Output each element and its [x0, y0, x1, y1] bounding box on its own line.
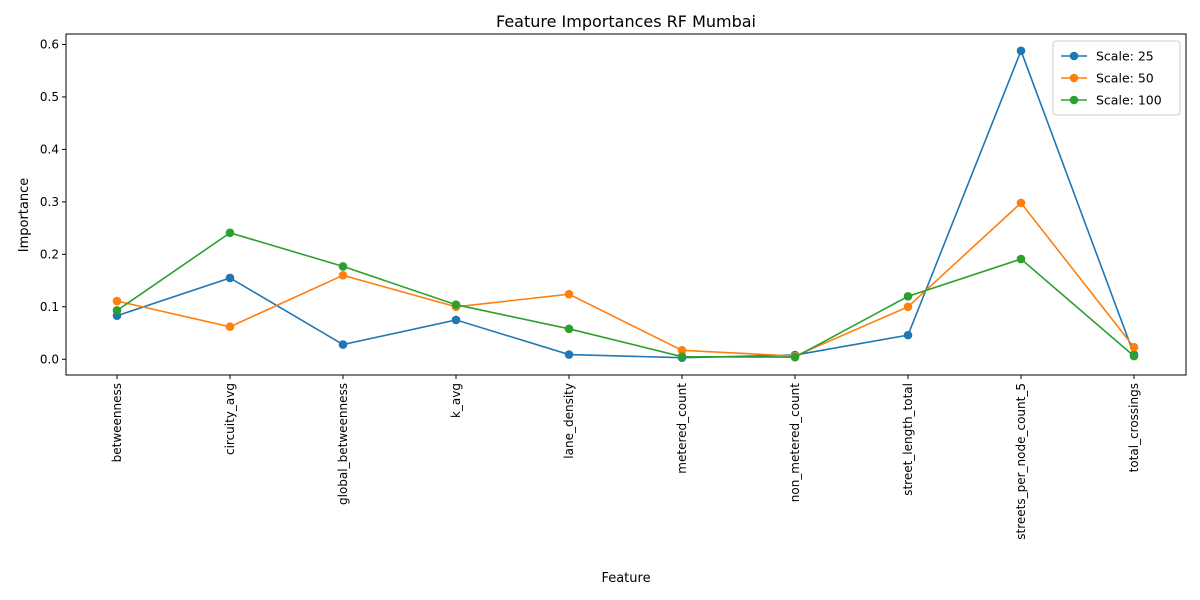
y-tick-label: 0.5	[40, 90, 59, 104]
legend-swatch-marker	[1069, 95, 1079, 105]
series-1	[112, 46, 1139, 362]
series-2	[112, 198, 1139, 361]
x-tick-label: betweenness	[110, 383, 124, 462]
x-tick-label: lane_density	[562, 383, 576, 459]
chart-title: Feature Importances RF Mumbai	[496, 12, 756, 31]
x-tick-label: street_length_total	[901, 383, 915, 496]
axes-border	[65, 33, 1187, 376]
legend-swatch-marker	[1069, 73, 1079, 83]
x-tick-label: non_metered_count	[788, 383, 802, 503]
data-point	[451, 300, 461, 310]
data-point	[112, 296, 122, 306]
series-line	[116, 201, 1135, 357]
data-point	[677, 346, 687, 355]
data-point	[338, 262, 348, 271]
legend-item: Scale: 25	[1061, 49, 1154, 64]
y-tick-label: 0.3	[40, 195, 59, 209]
legend-box	[1052, 40, 1181, 116]
data-point	[903, 302, 913, 312]
data-point	[112, 306, 122, 315]
x-tick-label: metered_count	[675, 383, 689, 474]
data-point	[790, 352, 800, 362]
y-tick-label: 0.0	[40, 352, 59, 366]
y-tick-label: 0.2	[40, 247, 59, 261]
x-tick-label: circuity_avg	[223, 383, 237, 455]
data-point	[1129, 342, 1139, 352]
x-tick-label: k_avg	[449, 383, 463, 418]
x-tick-label: total_crossings	[1127, 383, 1141, 472]
series-line	[116, 48, 1135, 359]
legend-label: Scale: 100	[1096, 93, 1162, 108]
data-point	[1016, 198, 1026, 208]
data-point	[338, 340, 348, 349]
legend-swatch-marker	[1069, 51, 1079, 61]
y-axis-label: Importance	[17, 178, 32, 253]
plot-frame	[65, 33, 1187, 376]
legend: Scale: 25 Scale: 50 Scale: 100	[1052, 40, 1181, 116]
y-tick-label: 0.6	[40, 37, 59, 51]
data-point	[564, 350, 574, 359]
data-point	[1129, 351, 1139, 361]
data-point	[564, 324, 574, 334]
series-layer	[112, 46, 1139, 362]
data-point	[1016, 254, 1026, 264]
legend-item: Scale: 100	[1061, 93, 1162, 108]
y-axis: 0.0 0.1 0.2 0.3 0.4 0.5 0.6	[40, 37, 66, 366]
data-point	[225, 322, 235, 332]
data-point	[451, 315, 461, 325]
x-axis: betweenness circuity_avg global_betweennes…	[110, 375, 1141, 540]
series-line	[116, 231, 1135, 358]
data-point	[677, 352, 687, 361]
legend-item: Scale: 50	[1061, 71, 1154, 86]
data-point	[903, 330, 913, 340]
data-point	[338, 271, 348, 280]
data-point	[1016, 46, 1026, 56]
legend-label: Scale: 50	[1096, 71, 1154, 86]
legend-label: Scale: 25	[1096, 49, 1154, 64]
series-3	[112, 228, 1139, 362]
data-point	[564, 289, 574, 299]
x-tick-label: global_betweenness	[336, 383, 350, 505]
x-tick-label: streets_per_node_count_5	[1014, 383, 1028, 540]
data-point	[903, 292, 913, 301]
y-tick-label: 0.4	[40, 142, 59, 156]
y-tick-label: 0.1	[40, 300, 59, 314]
data-point	[225, 273, 235, 283]
data-point	[225, 228, 235, 238]
x-axis-label: Feature	[601, 571, 650, 586]
